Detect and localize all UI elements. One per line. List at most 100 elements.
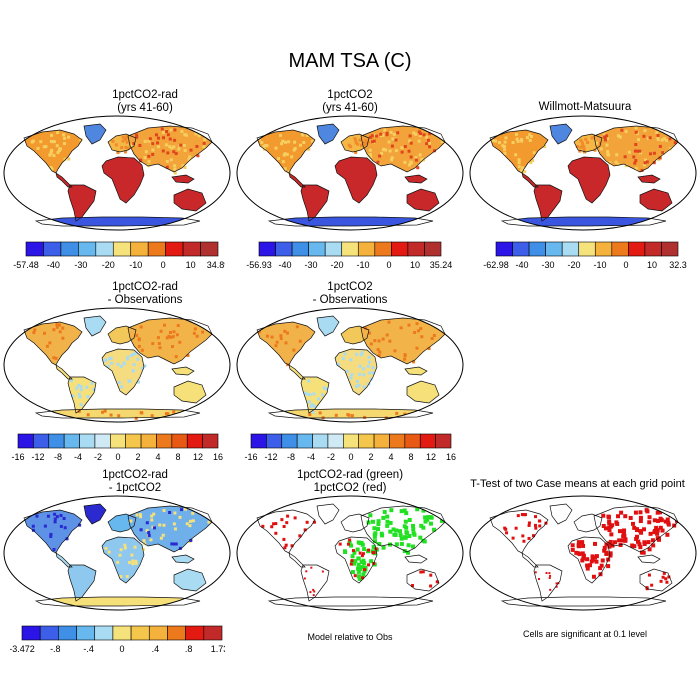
colorbar-tick-label: -20 xyxy=(567,260,580,270)
grid-cell xyxy=(46,514,50,518)
grid-cell xyxy=(356,562,361,567)
grid-cell xyxy=(503,151,507,155)
grid-cell xyxy=(385,333,389,337)
grid-cell xyxy=(631,521,636,526)
grid-cell xyxy=(403,353,407,357)
grid-cell xyxy=(168,510,172,514)
grid-cell xyxy=(387,320,391,324)
grid-cell xyxy=(165,165,169,169)
grid-cell xyxy=(136,357,140,361)
grid-cell xyxy=(356,556,361,561)
coastline-asia xyxy=(360,317,446,365)
grid-cell xyxy=(138,143,142,147)
grid-cell xyxy=(141,547,145,551)
grid-cell xyxy=(549,574,552,577)
grid-cell xyxy=(408,134,412,138)
grid-cell xyxy=(171,335,175,339)
grid-cell xyxy=(292,348,296,352)
grid-cell xyxy=(128,561,132,565)
grid-cell xyxy=(168,145,172,149)
grid-cell xyxy=(364,139,368,143)
grid-cell xyxy=(79,403,83,407)
grid-cell xyxy=(58,330,62,334)
grid-cell xyxy=(582,150,586,154)
grid-cell xyxy=(427,346,431,350)
grid-cell xyxy=(412,360,416,364)
grid-cell xyxy=(120,146,124,150)
grid-cell xyxy=(367,355,371,359)
grid-cell xyxy=(287,140,291,144)
grid-cell xyxy=(603,136,607,140)
grid-cell xyxy=(538,524,542,528)
coastline-northAmerica xyxy=(23,321,83,366)
grid-cell xyxy=(139,325,143,329)
colorbar-swatch xyxy=(39,625,59,641)
grid-cell xyxy=(628,515,633,520)
coastline-southAmerica xyxy=(67,564,97,602)
grid-cell xyxy=(419,132,423,136)
panel-title-co2-minus-obs: 1pctCO2 - Observations xyxy=(250,281,450,307)
grid-cell xyxy=(504,136,508,140)
grid-cell xyxy=(384,416,388,420)
colorbar-swatch xyxy=(25,241,44,257)
coastline-northAmerica xyxy=(23,129,83,174)
grid-cell xyxy=(55,515,59,519)
grid-cell xyxy=(207,520,211,524)
grid-cell xyxy=(342,549,347,554)
grid-cell xyxy=(604,550,609,555)
grid-cell xyxy=(661,151,665,155)
grid-cell xyxy=(639,530,644,535)
grid-cell xyxy=(624,164,628,168)
grid-cell xyxy=(77,383,81,387)
grid-cell xyxy=(403,160,407,164)
grid-cell xyxy=(527,521,531,525)
coastline-southAmerica xyxy=(67,184,97,222)
grid-cell xyxy=(312,588,315,591)
grid-cell xyxy=(639,550,644,555)
grid-cell xyxy=(43,331,47,335)
grid-cell xyxy=(356,142,360,146)
grid-cell xyxy=(125,140,129,144)
land-indonesia xyxy=(638,175,660,183)
colorbar-tick-label: 16 xyxy=(213,452,223,462)
grid-cell xyxy=(426,515,431,520)
grid-cell xyxy=(292,148,296,152)
grid-cell xyxy=(371,371,375,375)
grid-cell xyxy=(357,576,362,581)
coastline-asia xyxy=(593,125,679,173)
grid-cell xyxy=(647,573,651,577)
grid-cell xyxy=(600,558,605,563)
land-southAmerica xyxy=(68,185,96,221)
grid-cell xyxy=(373,133,377,137)
grid-cell xyxy=(126,355,130,359)
grid-cell xyxy=(623,538,628,543)
colorbar-tick-label: -3.472 xyxy=(10,644,35,654)
colorbar-tick-label: 0 xyxy=(348,452,353,462)
grid-cell xyxy=(517,158,521,162)
grid-cell xyxy=(410,584,414,588)
colorbar-swatch xyxy=(78,241,97,257)
grid-cell xyxy=(661,575,665,579)
grid-cell xyxy=(130,553,134,557)
grid-cell xyxy=(156,141,160,145)
grid-cell xyxy=(116,151,120,155)
grid-cell xyxy=(394,138,398,142)
grid-cell xyxy=(289,414,293,418)
grid-cell xyxy=(55,325,59,329)
grid-cell xyxy=(440,139,444,143)
colorbar-swatch xyxy=(343,433,359,449)
grid-cell xyxy=(176,324,180,328)
grid-cell xyxy=(376,522,381,527)
coastline-southAmerica xyxy=(300,184,330,222)
grid-cell xyxy=(655,510,660,515)
grid-cell xyxy=(414,158,418,162)
grid-cell xyxy=(525,136,529,140)
coastline-asia xyxy=(593,505,679,553)
grid-cell xyxy=(147,531,151,535)
grid-cell xyxy=(620,128,624,132)
colorbar-tick-label: 8 xyxy=(408,452,413,462)
grid-cell xyxy=(274,522,278,526)
grid-cell xyxy=(159,329,163,333)
grid-cell xyxy=(177,147,181,151)
grid-cell xyxy=(607,528,612,533)
